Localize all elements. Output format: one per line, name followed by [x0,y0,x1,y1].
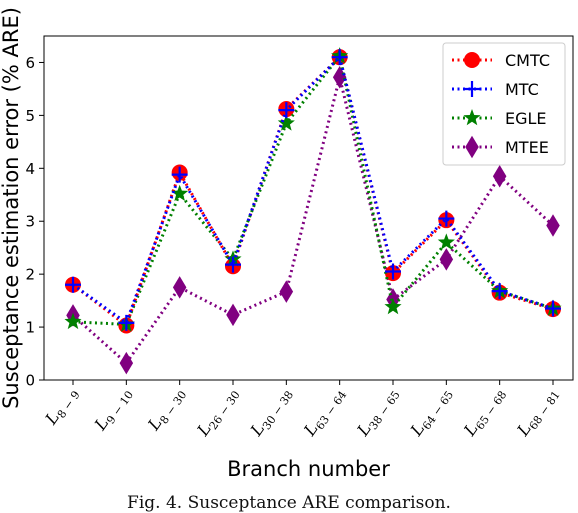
y-axis: 0 1 2 3 4 5 6 [25,54,44,390]
series-mtee [66,66,560,375]
x-tick-label-sub: 64 − 65 [420,389,456,433]
data-point [545,300,561,317]
x-axis-label: Branch number [227,457,390,481]
svg-text:L64 − 65: L64 − 65 [406,383,456,441]
data-point [171,166,188,183]
x-tick-label: L26 − 30 [193,383,243,441]
x-tick-label: L68 − 81 [513,383,563,441]
data-point [385,263,401,280]
figure-caption: Fig. 4. Susceptance ARE comparison. [127,493,451,513]
legend-label: EGLE [505,109,547,128]
x-tick-label: L38 − 65 [353,383,403,441]
legend: CMTC MTC EGLE MTEE [442,42,566,166]
data-point [331,49,348,66]
data-point [172,276,187,299]
data-point [119,351,134,375]
data-point [492,164,507,188]
data-point [225,256,241,273]
series-line [72,52,554,326]
svg-text:L65 − 68: L65 − 68 [459,383,509,441]
data-point [546,214,560,237]
x-tick-label: L64 − 65 [406,383,456,441]
x-tick-label-sub: 26 − 30 [207,389,243,433]
series-line [72,54,554,326]
y-axis-label: Susceptance estimation error (% ARE) [0,7,23,409]
x-tick-label-sub: 9 − 10 [104,389,136,427]
legend-entry-egle: EGLE [452,109,547,128]
x-tick-label: L9 − 10 [90,383,136,436]
legend-box [442,42,566,166]
data-point [118,314,135,331]
x-tick-label-sub: 8 − 30 [157,389,189,427]
legend-entry-mtc: MTC [452,80,539,99]
data-point [439,248,454,271]
data-point [226,303,240,327]
svg-text:L8 − 9: L8 − 9 [41,383,83,430]
svg-text:L30 − 38: L30 − 38 [246,383,296,441]
data-point [491,283,508,300]
x-tick-label: L65 − 68 [459,383,509,441]
y-tick-label: 1 [25,319,35,337]
legend-entry-mtee: MTEE [452,135,549,159]
plot-frame [43,35,574,381]
svg-text:L63 − 64: L63 − 64 [299,383,349,441]
y-tick-label: 2 [25,266,35,284]
x-tick-label-sub: 63 − 64 [313,389,349,433]
x-tick-label: L63 − 64 [299,383,349,441]
data-point [384,297,402,315]
series-mtc [65,49,561,331]
y-tick-label: 5 [25,107,35,125]
x-tick-label-sub: 8 − 9 [55,389,83,421]
data-point [438,210,455,227]
legend-label: MTC [505,80,539,99]
legend-label: MTEE [505,138,549,157]
y-tick-label: 6 [25,54,35,72]
svg-text:L8 − 30: L8 − 30 [143,383,189,436]
data-point [64,312,82,330]
x-tick-label-sub: 30 − 38 [260,389,296,433]
data-point [437,233,455,250]
data-point [279,280,294,303]
series-layer [64,47,562,375]
x-tick-label-sub: 65 − 68 [473,389,509,433]
svg-text:L9 − 10: L9 − 10 [90,383,136,436]
x-tick-label: L8 − 30 [143,383,189,436]
data-point [277,114,295,131]
svg-text:L38 − 65: L38 − 65 [353,383,403,441]
legend-marker [463,109,481,126]
x-tick-label: L8 − 9 [41,383,83,430]
x-tick-label: L30 − 38 [246,383,296,441]
svg-text:L26 − 30: L26 − 30 [193,383,243,441]
y-tick-label: 4 [25,160,35,178]
y-tick-label: 3 [25,213,35,231]
legend-marker [464,81,480,97]
legend-marker [465,135,479,159]
x-tick-label-sub: 68 − 81 [527,389,563,433]
svg-text:L68 − 81: L68 − 81 [513,383,563,441]
data-point [65,276,81,293]
legend-entry-cmtc: CMTC [452,51,550,70]
legend-label: CMTC [505,51,550,70]
data-point [171,184,189,201]
x-tick-label-sub: 38 − 65 [367,389,403,433]
data-point [278,102,295,119]
series-line [72,76,555,366]
data-point [332,66,347,89]
y-tick-label: 0 [25,372,35,390]
legend-marker [464,52,480,68]
